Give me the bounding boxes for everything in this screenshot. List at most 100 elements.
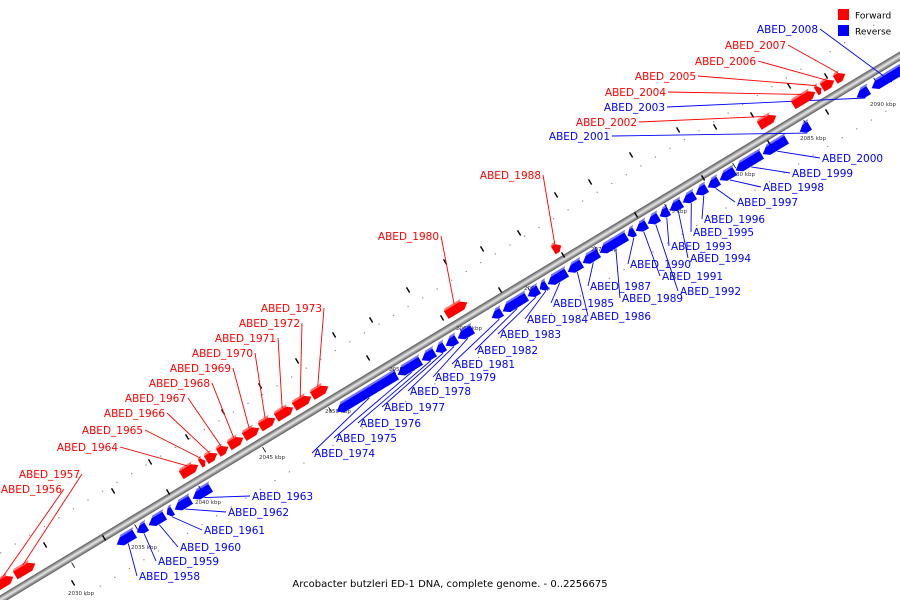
gene-abed-1983[interactable] — [524, 282, 542, 300]
gene-abed-1958[interactable] — [113, 527, 138, 548]
gene-abed-1961[interactable] — [163, 504, 176, 518]
gene-body — [502, 292, 530, 313]
track-mark — [516, 230, 522, 236]
gene-abed-1997[interactable] — [704, 174, 722, 191]
gene-abed-1966[interactable] — [203, 448, 220, 464]
track-dot — [465, 270, 467, 273]
gene-abed-1995[interactable] — [679, 188, 698, 207]
gene-abed-1999[interactable] — [732, 148, 765, 174]
gene-abed-1989[interactable] — [596, 229, 630, 257]
gene-abed-1988[interactable] — [550, 240, 564, 255]
legend: Forward Reverse — [838, 9, 892, 38]
gene-abed-2001[interactable] — [796, 119, 813, 135]
gene-label: ABED_1980 — [378, 231, 439, 243]
gene-label: ABED_1987 — [590, 281, 651, 293]
gene-abed-2002[interactable] — [756, 110, 779, 130]
gene-abed-1996[interactable] — [692, 181, 710, 198]
gene-abed-1963[interactable] — [189, 481, 214, 502]
gene-abed-1979[interactable] — [454, 322, 476, 343]
track-dot — [186, 532, 189, 534]
gene-label: ABED_1958 — [139, 571, 200, 583]
track-dot — [550, 312, 552, 315]
gene-abed-1986[interactable] — [564, 256, 585, 276]
leader-line — [440, 235, 455, 305]
gene-body — [669, 199, 685, 212]
gene-label: ABED_1995 — [693, 227, 754, 239]
gene-abed-1985[interactable] — [544, 266, 570, 288]
leader-line — [172, 516, 203, 531]
gene-label: ABED_1971 — [215, 333, 276, 345]
gene-body — [695, 184, 710, 196]
gene-label: ABED_1967 — [125, 393, 186, 405]
gene-abed-1980[interactable] — [443, 297, 470, 319]
gene-abed-1962[interactable] — [171, 493, 194, 513]
track-dot — [332, 444, 334, 447]
gene-abed-2007[interactable] — [832, 68, 848, 84]
gene-label: ABED_1991 — [662, 271, 723, 283]
gene-label: ABED_1960 — [180, 542, 241, 554]
gene-abed-2000[interactable] — [759, 133, 790, 158]
gene-abed-1981[interactable] — [488, 305, 505, 321]
gene-abed-1994[interactable] — [666, 196, 685, 215]
gene-abed-1978[interactable] — [442, 332, 460, 350]
gene-abed-1965[interactable] — [197, 455, 208, 468]
leader-line — [22, 473, 83, 566]
gene-abed-1974[interactable] — [333, 368, 400, 416]
gene-abed-1960[interactable] — [145, 509, 168, 529]
gene-abed-1998[interactable] — [716, 164, 738, 184]
track-dot — [14, 543, 16, 545]
track-mark — [405, 287, 411, 293]
gene-abed-1976[interactable] — [418, 345, 438, 364]
kbp-tick-label: 2035 kbp — [131, 545, 157, 551]
gene-bevel — [178, 461, 192, 472]
gene-abed-1967[interactable] — [215, 441, 231, 457]
gene-abed-1990[interactable] — [624, 224, 638, 240]
gene-abed-1970[interactable] — [257, 413, 278, 432]
track-dot — [29, 534, 31, 536]
gene-body — [799, 121, 813, 133]
gene-body — [148, 511, 168, 527]
gene-label: ABED_2000 — [822, 153, 883, 165]
gene-abed-1991[interactable] — [632, 217, 650, 235]
leader-line — [158, 524, 179, 548]
gene-abed-1987[interactable] — [579, 246, 602, 267]
track-dot — [218, 420, 220, 422]
track-dot — [145, 464, 147, 466]
gene-abed-2006[interactable] — [819, 75, 837, 92]
gene-abed-1969[interactable] — [241, 423, 262, 442]
gene-abed-1971[interactable] — [273, 402, 296, 422]
gene-bevel — [241, 424, 253, 434]
leader-line — [667, 91, 802, 95]
gene-abed-1957[interactable] — [12, 558, 38, 580]
gene-abed-1972[interactable] — [291, 391, 314, 411]
gene-abed-2003[interactable] — [853, 83, 872, 101]
gene-abed-2004[interactable] — [790, 86, 818, 110]
track-dot — [58, 517, 60, 519]
gene-abed-1959[interactable] — [133, 519, 150, 536]
gene-abed-1975[interactable] — [394, 354, 424, 378]
leader-line — [317, 307, 325, 387]
track-dot — [594, 286, 596, 288]
gene-abed-1984[interactable] — [536, 278, 550, 293]
gene-bevel — [859, 83, 868, 91]
gene-label: ABED_1996 — [704, 214, 765, 226]
gene-body — [819, 79, 835, 92]
gene-body — [832, 73, 846, 84]
track-dot — [305, 367, 307, 369]
gene-abed-1993[interactable] — [656, 204, 672, 220]
leader-line — [819, 28, 893, 83]
leader-line — [357, 360, 432, 424]
gene-bevel — [400, 354, 420, 368]
gene-abed-1992[interactable] — [644, 210, 662, 227]
gene-abed-1977[interactable] — [432, 339, 448, 356]
gene-abed-1968[interactable] — [226, 432, 246, 451]
gene-abed-1973[interactable] — [309, 381, 331, 400]
gene-bevel — [790, 88, 809, 102]
gene-abed-1964[interactable] — [178, 459, 201, 480]
gene-bevel — [765, 133, 786, 148]
gene-abed-1982[interactable] — [499, 290, 530, 315]
gene-abed-1956[interactable] — [0, 571, 16, 591]
gene-abed-2005[interactable] — [813, 83, 824, 96]
track-dot — [727, 112, 729, 114]
axis-bar — [0, 42, 900, 600]
